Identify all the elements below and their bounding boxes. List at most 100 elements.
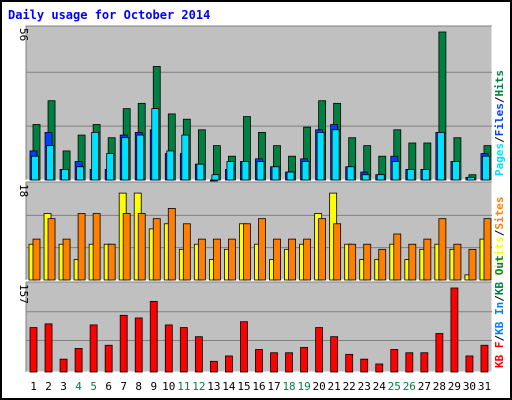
pages-bar-day-29 (452, 161, 460, 181)
kbf-bar-day-4 (74, 348, 83, 373)
sites-bar-day-8 (137, 213, 146, 281)
sites-bar-day-4 (77, 213, 86, 281)
sites-bar-day-11 (182, 223, 191, 281)
kbf-bar-day-25 (390, 349, 399, 373)
kbf-bar-day-18 (285, 352, 293, 373)
x-tick-label-day-15: 15 (237, 380, 250, 393)
kbf-bar-day-31 (480, 344, 489, 373)
panel-2-legend-item-3: Sites (493, 197, 506, 230)
pages-bar-day-21 (331, 129, 340, 181)
panel-2-ymax-label: 18 (17, 184, 30, 197)
x-tick-label-day-30: 30 (463, 380, 476, 393)
panel-1-legend-item-1: Pages (493, 143, 506, 176)
sites-bar-day-10 (167, 208, 176, 281)
sites-bar-day-26 (408, 243, 417, 281)
x-tick-label-day-24: 24 (373, 380, 387, 393)
pages-bar-day-11 (181, 134, 190, 181)
kbf-bar-day-3 (59, 358, 68, 373)
x-tick-label-day-1: 1 (30, 380, 37, 393)
kbf-bar-day-29 (450, 287, 459, 373)
sites-bar-day-17 (273, 238, 281, 281)
pages-bar-day-5 (91, 132, 100, 181)
sites-bar-day-22 (348, 243, 357, 281)
sites-bar-day-9 (152, 218, 161, 281)
kbf-bar-day-15 (240, 321, 248, 373)
kbf-bar-day-22 (345, 353, 354, 373)
kbf-bar-day-19 (300, 346, 308, 373)
sites-bar-day-19 (303, 238, 311, 281)
x-tick-label-day-10: 10 (162, 380, 175, 393)
x-tick-label-day-25: 25 (388, 380, 401, 393)
pages-bar-day-8 (136, 134, 145, 181)
pages-bar-day-17 (271, 166, 280, 181)
panel-1-legend-item-4: / (493, 96, 506, 103)
sites-bar-day-3 (62, 238, 71, 281)
x-tick-label-day-12: 12 (192, 380, 205, 393)
panel-1-legend-item-3: Files (493, 103, 506, 136)
kbf-bar-day-8 (134, 317, 143, 373)
sites-bar-day-29 (453, 243, 462, 281)
pages-bar-day-19 (301, 161, 310, 181)
x-tick-label-day-31: 31 (478, 380, 491, 393)
x-tick-label-day-11: 11 (177, 380, 190, 393)
panel-2-legend-item-1: Visits (493, 236, 506, 276)
kbf-bar-day-20 (315, 327, 324, 373)
x-tick-label-day-27: 27 (418, 380, 431, 393)
sites-bar-day-16 (258, 218, 266, 281)
pages-bar-day-1 (31, 155, 39, 181)
pages-bar-day-30 (467, 176, 475, 181)
panel-3-legend-item-2: / (493, 335, 506, 342)
panel-3-ymax-label: 157 (17, 284, 30, 304)
pages-bar-day-22 (346, 166, 355, 181)
sites-bar-day-15 (243, 223, 251, 281)
kbf-bar-day-27 (420, 352, 429, 373)
kbf-bar-day-1 (29, 327, 38, 373)
sites-bar-day-1 (32, 238, 41, 281)
x-tick-label-day-22: 22 (343, 380, 356, 393)
x-tick-label-day-14: 14 (222, 380, 236, 393)
sites-bar-day-21 (333, 223, 342, 281)
chart-title: Daily usage for October 2014 (8, 8, 210, 22)
panel-3-legend: KB F/KB In/KB Out (493, 255, 506, 368)
sites-bar-day-2 (47, 218, 56, 281)
pages-bar-day-28 (436, 132, 445, 181)
kbf-bar-day-6 (104, 344, 113, 373)
pages-bar-day-10 (166, 150, 175, 181)
pages-bar-day-16 (256, 161, 265, 181)
x-tick-label-day-18: 18 (282, 380, 295, 393)
kbf-bar-day-16 (255, 349, 263, 373)
x-tick-label-day-2: 2 (45, 380, 52, 393)
sites-bar-day-24 (378, 248, 387, 281)
x-tick-label-day-5: 5 (90, 380, 97, 393)
pages-bar-day-25 (391, 161, 400, 181)
panel-1-legend-item-2: / (493, 136, 506, 143)
sites-bar-day-30 (468, 248, 477, 281)
pages-bar-day-13 (211, 174, 220, 181)
panel-3-legend-item-4: / (493, 295, 506, 302)
sites-bar-day-23 (363, 243, 372, 281)
sites-bar-day-5 (92, 213, 101, 281)
kbf-bar-day-13 (209, 360, 218, 373)
kbf-bar-day-10 (164, 324, 173, 373)
pages-bar-day-20 (316, 132, 325, 181)
x-tick-label-day-9: 9 (150, 380, 157, 393)
kbf-bar-day-14 (225, 355, 233, 373)
sites-bar-day-12 (197, 238, 206, 281)
x-tick-label-day-16: 16 (252, 380, 265, 393)
x-tick-label-day-7: 7 (120, 380, 127, 393)
pages-bar-day-26 (406, 169, 415, 181)
x-tick-label-day-21: 21 (328, 380, 341, 393)
pages-bar-day-4 (76, 166, 84, 181)
x-tick-label-day-23: 23 (358, 380, 371, 393)
x-tick-label-day-8: 8 (135, 380, 142, 393)
pages-bar-day-27 (421, 169, 430, 181)
x-tick-label-day-19: 19 (297, 380, 310, 393)
kbf-bar-day-11 (179, 327, 188, 373)
panel-1-legend-item-5: Hits (493, 70, 506, 97)
kbf-bar-day-7 (119, 314, 128, 373)
sites-bar-day-7 (122, 213, 131, 281)
kbf-bar-day-21 (330, 336, 339, 373)
pages-bar-day-6 (106, 153, 115, 181)
